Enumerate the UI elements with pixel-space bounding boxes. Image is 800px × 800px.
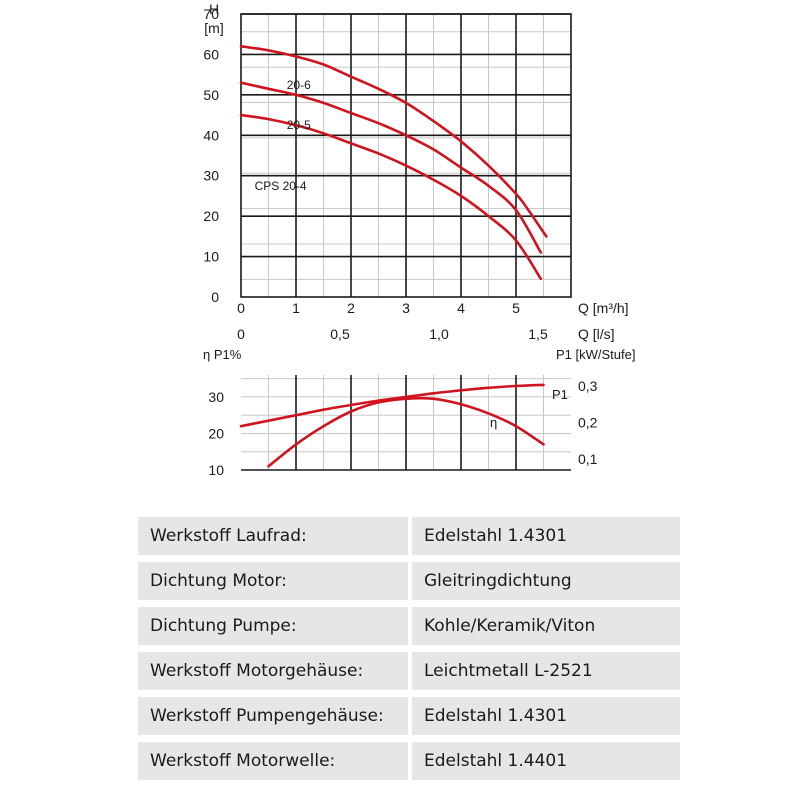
head-chart-labels: H [m] 0 10 20 30 40 50 60 70 0 1 2 3 4 5 Q [m³/h] 0 0,5 1,0… bbox=[203, 1, 628, 342]
x-axis-label: Q [m³/h] bbox=[578, 300, 629, 316]
spec-gap bbox=[408, 517, 412, 555]
spec-value: Kohle/Keramik/Viton bbox=[412, 607, 680, 645]
series-label: CPS 20-4 bbox=[255, 179, 307, 193]
spec-key: Dichtung Pumpe: bbox=[138, 607, 408, 645]
head-chart-curves bbox=[239, 45, 548, 281]
spec-key: Werkstoff Motorgehäuse: bbox=[138, 652, 408, 690]
curve-power bbox=[239, 383, 545, 428]
spec-key: Dichtung Motor: bbox=[138, 562, 408, 600]
head-chart-grid bbox=[240, 13, 572, 298]
y-tick-label: 20 bbox=[203, 208, 219, 224]
right-tick-label: 0,2 bbox=[578, 415, 598, 431]
spec-key: Werkstoff Motorwelle: bbox=[138, 742, 408, 780]
y-axis-label: H bbox=[209, 1, 219, 17]
specification-table: Werkstoff Laufrad: Edelstahl 1.4301 Dichtu… bbox=[138, 510, 680, 787]
spec-gap bbox=[408, 697, 412, 735]
spec-row: Dichtung Pumpe: Kohle/Keramik/Viton bbox=[138, 607, 680, 645]
series-label-power: P1 bbox=[552, 387, 568, 402]
spec-row: Werkstoff Laufrad: Edelstahl 1.4301 bbox=[138, 517, 680, 555]
spec-row: Werkstoff Pumpengehäuse: Edelstahl 1.4301 bbox=[138, 697, 680, 735]
x-tick-label: 1 bbox=[292, 300, 300, 316]
spec-gap bbox=[408, 562, 412, 600]
spec-row: Werkstoff Motorwelle: Edelstahl 1.4401 bbox=[138, 742, 680, 780]
x-tick-label: 2 bbox=[347, 300, 355, 316]
curve-20-5 bbox=[239, 81, 543, 254]
left-tick-label: 20 bbox=[208, 425, 224, 441]
spec-gap bbox=[408, 652, 412, 690]
x-tick-label: 4 bbox=[457, 300, 465, 316]
y-tick-label: 40 bbox=[203, 127, 219, 143]
spec-value: Gleitringdichtung bbox=[412, 562, 680, 600]
series-label-efficiency: η bbox=[490, 415, 497, 430]
spec-gap bbox=[408, 742, 412, 780]
y-tick-label: 30 bbox=[203, 168, 219, 184]
spec-value: Leichtmetall L-2521 bbox=[412, 652, 680, 690]
x-tick-label: 5 bbox=[512, 300, 520, 316]
y-tick-label: 50 bbox=[203, 87, 219, 103]
spec-row: Dichtung Motor: Gleitringdichtung bbox=[138, 562, 680, 600]
pump-curves-figure: H [m] 0 10 20 30 40 50 60 70 0 1 2 3 4 5 Q [m³/h] 0 0,5 1,0… bbox=[203, 1, 635, 478]
series-label: 20-5 bbox=[287, 118, 311, 132]
head-chart-frame bbox=[240, 13, 572, 298]
curve-cps-20-4 bbox=[239, 113, 543, 281]
x-tick-label: 3 bbox=[402, 300, 410, 316]
left-axis-label: η P1% bbox=[203, 347, 242, 362]
right-tick-label: 0,1 bbox=[578, 451, 598, 467]
curve-20-6 bbox=[239, 45, 548, 238]
y-tick-label: 70 bbox=[203, 6, 219, 22]
right-axis-label: P1 [kW/Stufe] bbox=[556, 347, 635, 362]
x2-axis-label: Q [l/s] bbox=[578, 326, 615, 342]
efficiency-chart-grid bbox=[241, 375, 571, 471]
spec-value: Edelstahl 1.4401 bbox=[412, 742, 680, 780]
x2-tick-label: 1,5 bbox=[528, 326, 548, 342]
x-tick-label: 0 bbox=[237, 300, 245, 316]
right-tick-label: 0,3 bbox=[578, 378, 598, 394]
spec-value: Edelstahl 1.4301 bbox=[412, 517, 680, 555]
left-tick-label: 10 bbox=[208, 462, 224, 478]
curve-efficiency bbox=[267, 396, 545, 468]
y-tick-label: 0 bbox=[211, 289, 219, 305]
left-tick-label: 30 bbox=[208, 389, 224, 405]
spec-value: Edelstahl 1.4301 bbox=[412, 697, 680, 735]
series-label: 20-6 bbox=[287, 78, 311, 92]
x2-tick-label: 1,0 bbox=[429, 326, 449, 342]
spec-row: Werkstoff Motorgehäuse: Leichtmetall L-25… bbox=[138, 652, 680, 690]
x2-tick-label: 0,5 bbox=[330, 326, 350, 342]
spec-key: Werkstoff Pumpengehäuse: bbox=[138, 697, 408, 735]
efficiency-chart-curves bbox=[239, 383, 545, 468]
spec-key: Werkstoff Laufrad: bbox=[138, 517, 408, 555]
y-tick-label: 60 bbox=[203, 46, 219, 62]
efficiency-chart-labels: η P1% P1 [kW/Stufe] 10 20 30 0,1 0,2 0,3 P1 η bbox=[203, 347, 635, 478]
x2-tick-label: 0 bbox=[237, 326, 245, 342]
spec-gap bbox=[408, 607, 412, 645]
y-axis-unit: [m] bbox=[204, 20, 223, 36]
y-tick-label: 10 bbox=[203, 249, 219, 265]
